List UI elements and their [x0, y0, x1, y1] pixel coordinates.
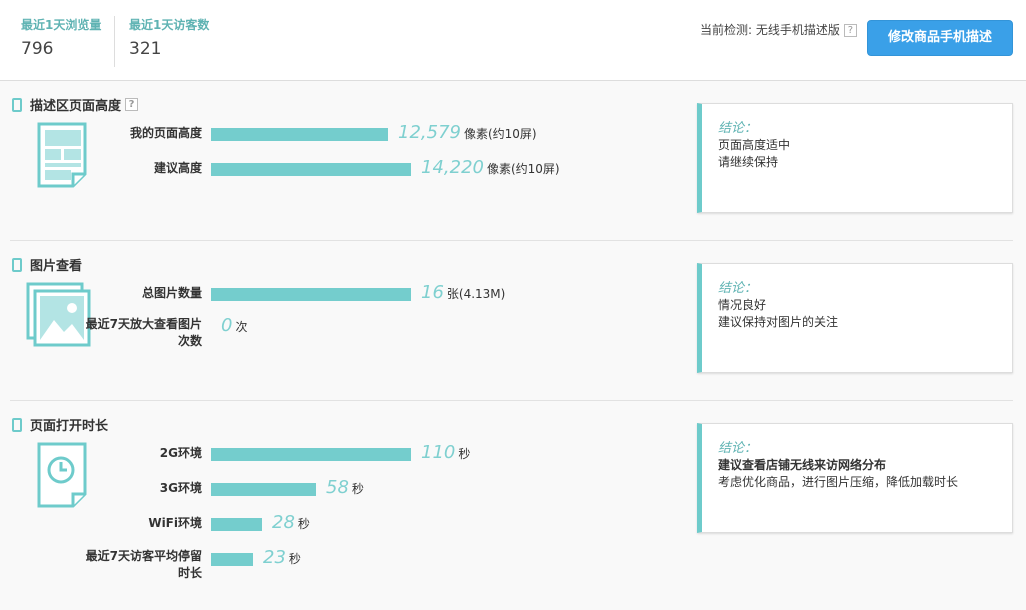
metric-row: 我的页面高度 12,579 像素(约10屏): [0, 122, 680, 145]
conclusion-box: 结论： 情况良好建议保持对图片的关注: [697, 263, 1013, 373]
section-title: 描述区页面高度?: [12, 95, 139, 114]
metric-unit: 秒: [288, 552, 301, 566]
stat-pageviews: 最近1天浏览量 796: [21, 16, 101, 59]
metric-unit: 像素(约10屏): [486, 162, 560, 176]
metric-number: 58: [326, 477, 349, 498]
phone-icon: [12, 417, 22, 432]
metric-unit: 次: [235, 320, 248, 334]
phone-icon: [12, 97, 22, 112]
metric-label: 最近7天访客平均停留时长: [85, 549, 202, 580]
metric-value: 23 秒: [263, 547, 301, 568]
metric-number: 23: [263, 547, 286, 568]
metric-bar: [211, 483, 316, 496]
metric-bar: [211, 448, 411, 461]
stat-value: 796: [21, 39, 54, 59]
metric-bar: [211, 163, 411, 176]
metric-number: 0: [221, 315, 233, 336]
metric-unit: 秒: [458, 447, 471, 461]
metric-number: 16: [421, 282, 444, 303]
metric-number: 28: [272, 512, 295, 533]
metric-value: 16 张(4.13M): [421, 282, 505, 303]
section-title: 图片查看: [12, 255, 82, 274]
section-title-text: 页面打开时长: [30, 419, 109, 434]
detect-status: 当前检测: 无线手机描述版?: [700, 21, 857, 38]
metric-label: 3G环境: [159, 481, 202, 495]
metric-label: 建议高度: [153, 161, 202, 175]
detect-label: 当前检测: 无线手机描述版: [700, 23, 840, 37]
metric-label: WiFi环境: [148, 516, 202, 530]
divider: [10, 240, 1013, 241]
conclusion-line: 考虑优化商品，进行图片压缩，降低加载时长: [718, 475, 959, 489]
section-title: 页面打开时长: [12, 415, 108, 434]
metric-row: 总图片数量 16 张(4.13M): [0, 282, 680, 305]
metric-unit: 张(4.13M): [446, 287, 506, 301]
conclusion-box: 结论： 页面高度适中 请继续保持: [697, 103, 1013, 213]
conclusion-line: 请继续保持: [718, 155, 779, 169]
metric-value: 58 秒: [326, 477, 364, 498]
metric-unit: 秒: [351, 482, 364, 496]
divider: [10, 400, 1013, 401]
help-icon[interactable]: ?: [125, 98, 139, 111]
conclusion-line: 页面高度适中: [718, 138, 791, 152]
phone-icon: [12, 257, 22, 272]
metric-value: 110 秒: [421, 442, 470, 463]
metric-unit: 像素(约10屏): [463, 127, 537, 141]
stat-label: 最近1天访客数: [129, 18, 210, 32]
help-icon[interactable]: ?: [843, 24, 857, 37]
metric-row: 3G环境 58 秒: [0, 477, 680, 500]
metric-unit: 秒: [297, 517, 310, 531]
metric-row: 2G环境 110 秒: [0, 442, 680, 465]
conclusion-box: 结论： 建议查看店铺无线来访网络分布考虑优化商品，进行图片压缩，降低加载时长: [697, 423, 1013, 533]
edit-mobile-description-button[interactable]: 修改商品手机描述: [867, 20, 1013, 56]
metric-label: 最近7天放大查看图片次数: [85, 317, 202, 348]
metric-value: 14,220 像素(约10屏): [421, 157, 560, 178]
metric-bar: [211, 553, 253, 566]
section-title-text: 描述区页面高度: [30, 99, 122, 114]
section-title-text: 图片查看: [30, 259, 83, 274]
metric-value: 12,579 像素(约10屏): [398, 122, 537, 143]
stat-label: 最近1天浏览量: [21, 18, 102, 32]
divider: [114, 16, 115, 67]
stat-value: 321: [129, 39, 162, 59]
image-icon: [26, 282, 92, 351]
metric-number: 110: [421, 442, 456, 463]
header: 最近1天浏览量 796 最近1天访客数 321 当前检测: 无线手机描述版? 修…: [0, 0, 1026, 81]
conclusion-line: 建议保持对图片的关注: [718, 315, 839, 329]
stat-visitors: 最近1天访客数 321: [129, 16, 209, 59]
metric-label: 总图片数量: [141, 286, 202, 300]
conclusion-line: 建议查看店铺无线来访网络分布: [718, 458, 887, 472]
metric-value: 28 秒: [272, 512, 310, 533]
conclusion-line: 情况良好: [718, 298, 767, 312]
metric-bar: [211, 288, 411, 301]
metric-number: 12,579: [398, 122, 461, 143]
conclusion-heading: 结论：: [718, 441, 758, 456]
metric-label: 2G环境: [159, 446, 202, 460]
metric-row: 建议高度 14,220 像素(约10屏): [0, 157, 680, 180]
conclusion-heading: 结论：: [718, 121, 758, 136]
metric-bar: [211, 128, 388, 141]
metric-label: 我的页面高度: [129, 126, 202, 140]
metric-row: WiFi环境 28 秒: [0, 512, 680, 535]
metric-number: 14,220: [421, 157, 484, 178]
metric-bar: [211, 518, 262, 531]
conclusion-heading: 结论：: [718, 281, 758, 296]
metric-row: 最近7天访客平均停留时长 23 秒: [0, 547, 680, 580]
clock-page-icon: [37, 442, 89, 511]
page-layout-icon: [37, 122, 89, 191]
